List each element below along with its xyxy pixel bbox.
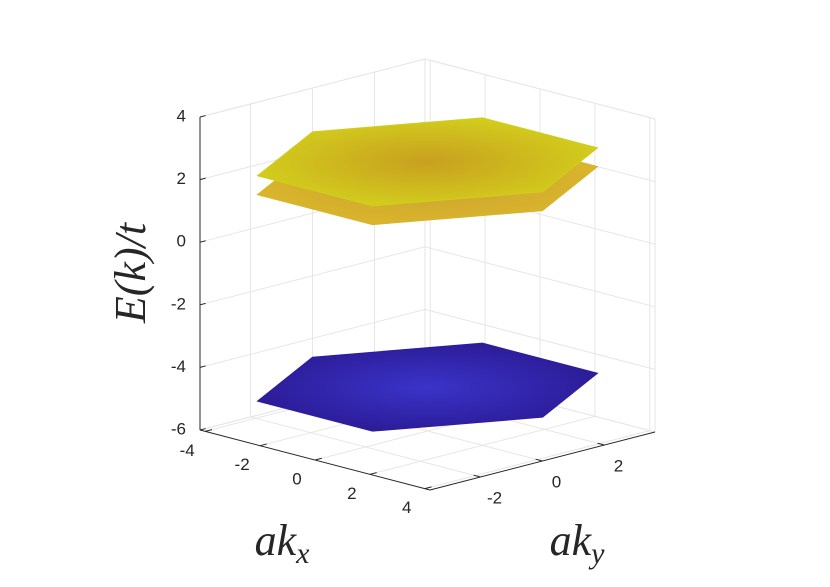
x-tick-label: 0 xyxy=(292,469,301,488)
tick-mark xyxy=(314,457,322,461)
tick-mark xyxy=(424,486,432,490)
surface xyxy=(256,117,599,207)
x-tick-label: -4 xyxy=(180,441,195,460)
tick-mark xyxy=(369,472,377,475)
tick-mark xyxy=(199,177,206,181)
tick-mark xyxy=(259,443,267,447)
grid-line xyxy=(199,308,426,368)
y-axis-label: aky xyxy=(550,516,606,570)
z-tick-label: -2 xyxy=(171,294,186,313)
y-tick-label: 0 xyxy=(552,472,561,491)
y-tick-label: -2 xyxy=(487,488,502,507)
grid-line xyxy=(250,416,481,478)
tick-mark xyxy=(199,365,206,368)
surface xyxy=(256,342,599,432)
y-tick-label: 2 xyxy=(614,457,623,476)
grid-line xyxy=(199,246,426,306)
tick-mark xyxy=(535,458,543,462)
grid-line xyxy=(424,308,656,370)
tick-mark xyxy=(199,302,206,306)
tick-mark xyxy=(199,115,206,118)
x-axis-label: akx xyxy=(255,516,311,570)
tick-mark xyxy=(199,240,206,243)
y-axis xyxy=(429,431,656,491)
x-tick-label: 2 xyxy=(347,484,356,503)
tick-mark xyxy=(205,429,213,432)
grid-line xyxy=(424,246,656,308)
x-axis xyxy=(199,429,431,491)
z-tick-label: -4 xyxy=(171,357,186,376)
z-tick-label: 0 xyxy=(177,232,186,251)
tick-mark xyxy=(597,442,605,446)
grid-line xyxy=(424,58,656,120)
z-tick-label: 4 xyxy=(177,106,186,125)
z-axis-label: E(k)/t xyxy=(106,221,155,324)
x-tick-label: 4 xyxy=(402,498,411,517)
z-tick-label: -6 xyxy=(171,419,186,438)
tick-mark xyxy=(473,474,481,478)
z-tick-label: 2 xyxy=(177,169,186,188)
x-tick-label: -2 xyxy=(235,455,250,474)
grid-line xyxy=(199,58,426,118)
